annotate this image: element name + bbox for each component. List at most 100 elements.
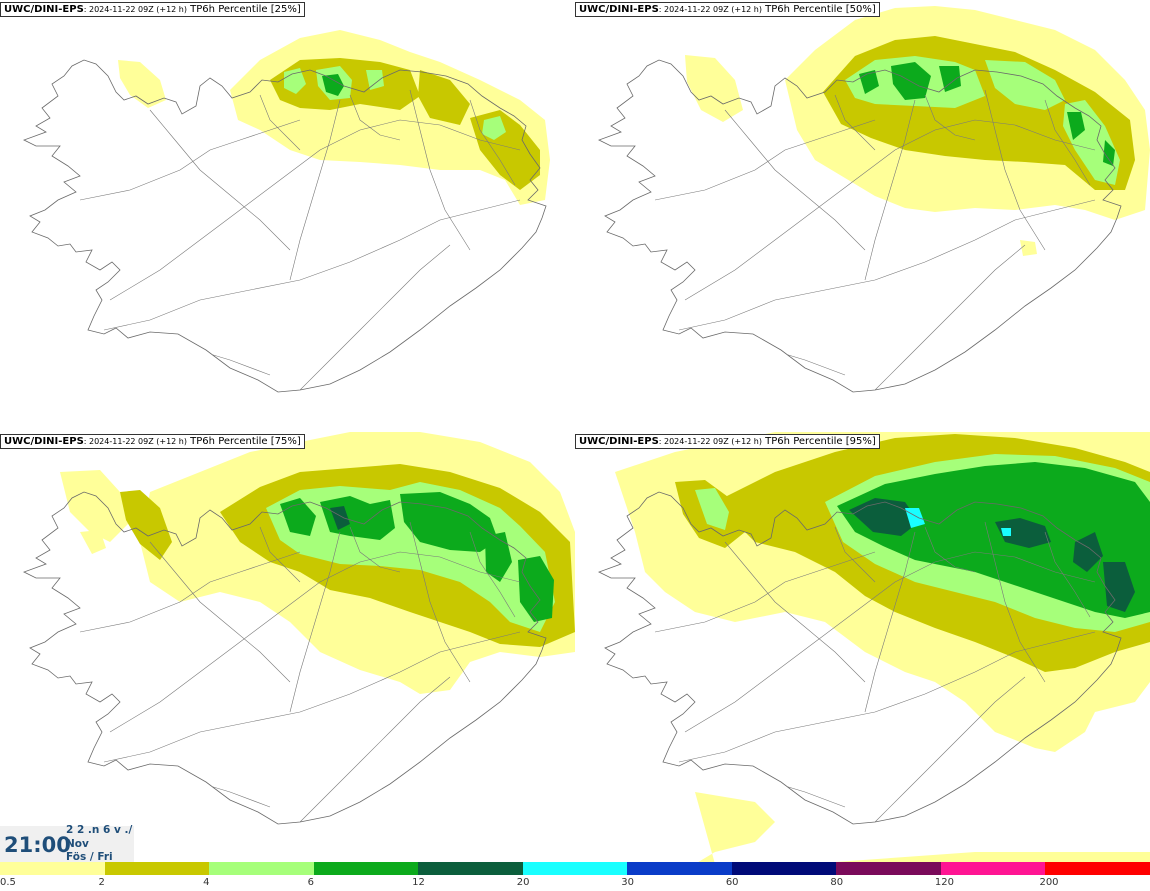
road-line — [299, 676, 451, 823]
road-line — [349, 94, 401, 141]
road-line — [694, 339, 846, 376]
legend-swatch — [1045, 862, 1150, 875]
map-panel-p25: UWC/DINI-EPS: 2024-11-22 09Z (+12 h) TP6… — [0, 0, 575, 432]
precip-region — [685, 55, 743, 122]
precip-region — [482, 116, 506, 140]
coastline — [597, 59, 1122, 393]
precip-region — [891, 62, 931, 100]
map-panel-p95: UWC/DINI-EPS: 2024-11-22 09Z (+12 h) TP6… — [575, 432, 1150, 864]
field-name: TP6h Percentile [50%] — [765, 4, 876, 15]
precip-region — [1073, 532, 1103, 572]
road-line — [678, 199, 1096, 331]
road-line — [289, 531, 341, 713]
legend-swatch — [313, 862, 419, 875]
road-line — [834, 526, 876, 583]
precip-region — [366, 70, 384, 90]
road-line — [109, 551, 521, 733]
run-info: : 2024-11-22 09Z (+12 h) — [83, 5, 187, 14]
legend-tick-label: 80 — [830, 877, 844, 888]
road-line — [684, 551, 1096, 733]
road-line — [864, 531, 916, 713]
precip-region — [418, 70, 470, 125]
precip-region — [518, 556, 554, 622]
precip-region — [1103, 562, 1135, 612]
precip-region — [322, 74, 344, 96]
legend-swatch — [940, 862, 1046, 875]
road-line — [469, 99, 516, 186]
field-name: TP6h Percentile [95%] — [765, 436, 876, 447]
road-line — [924, 526, 976, 573]
road-line — [684, 119, 1096, 301]
map-panel-p75: UWC/DINI-EPS: 2024-11-22 09Z (+12 h) TP6… — [0, 432, 575, 864]
road-line — [409, 521, 471, 683]
road-line — [469, 531, 516, 618]
precip-region — [80, 530, 106, 554]
legend-tick-label: 120 — [934, 877, 954, 888]
precip-region — [1103, 140, 1115, 166]
road-line — [289, 99, 341, 281]
road-line — [259, 94, 301, 151]
precip-region — [60, 470, 130, 542]
legend-tick-label: 60 — [725, 877, 739, 888]
precip-region — [985, 60, 1065, 110]
field-name: TP6h Percentile [75%] — [190, 436, 301, 447]
road-line — [119, 339, 271, 376]
precip-map — [597, 6, 1150, 393]
legend-tick-label: 0.5 — [0, 877, 16, 888]
model-name: UWC/DINI-EPS — [4, 4, 84, 15]
panel-title: UWC/DINI-EPS: 2024-11-22 09Z (+12 h) TP6… — [0, 2, 305, 17]
precip-region — [939, 66, 961, 92]
precip-region — [1020, 240, 1037, 256]
road-line — [149, 109, 291, 251]
road-line — [1044, 99, 1091, 186]
road-line — [874, 676, 1026, 823]
legend-swatch — [0, 862, 106, 875]
map-panel-p50: UWC/DINI-EPS: 2024-11-22 09Z (+12 h) TP6… — [575, 0, 1150, 432]
road-line — [79, 551, 301, 633]
precip-map — [22, 432, 575, 825]
precip-region — [837, 462, 1150, 618]
precip-region — [1001, 528, 1011, 536]
legend-swatch — [731, 862, 837, 875]
precip-region — [695, 488, 729, 530]
precip-map — [22, 30, 550, 393]
road-line — [834, 94, 876, 151]
road-line — [724, 109, 866, 251]
precip-region — [118, 60, 166, 108]
road-line — [79, 119, 301, 201]
panel-title: UWC/DINI-EPS: 2024-11-22 09Z (+12 h) TP6… — [0, 434, 305, 449]
model-name: UWC/DINI-EPS — [4, 436, 84, 447]
valid-time: 21:00 — [4, 833, 71, 857]
legend-swatch — [836, 862, 942, 875]
legend-tick-label: 20 — [516, 877, 530, 888]
valid-date-day: 2 2 .n 6 v ./ — [66, 824, 133, 836]
precip-region — [330, 506, 350, 530]
road-line — [103, 199, 521, 331]
coastline — [22, 491, 547, 825]
precip-region — [284, 68, 306, 94]
legend-swatch — [522, 862, 628, 875]
legend-tick-label: 6 — [307, 877, 314, 888]
panel-title: UWC/DINI-EPS: 2024-11-22 09Z (+12 h) TP6… — [575, 434, 880, 449]
road-line — [924, 94, 976, 141]
field-name: TP6h Percentile [25%] — [190, 4, 301, 15]
precip-map — [597, 432, 1150, 864]
legend-swatch — [104, 862, 210, 875]
legend-tick-label: 2 — [98, 877, 105, 888]
precip-region — [695, 792, 1150, 864]
road-line — [103, 631, 521, 763]
valid-date-month: Nov — [66, 838, 89, 850]
model-name: UWC/DINI-EPS — [579, 4, 659, 15]
panel-title: UWC/DINI-EPS: 2024-11-22 09Z (+12 h) TP6… — [575, 2, 880, 17]
road-line — [1044, 531, 1091, 618]
model-name: UWC/DINI-EPS — [579, 436, 659, 447]
precip-color-legend: 0.5 2 4 6 12 20 30 60 80 120 200 — [0, 862, 1150, 891]
precip-region — [400, 492, 498, 552]
legend-tick-label: 30 — [621, 877, 634, 888]
precip-region — [485, 532, 512, 582]
precip-region — [995, 518, 1051, 548]
legend-swatch — [209, 862, 315, 875]
road-line — [149, 541, 291, 683]
coastline — [597, 491, 1122, 825]
legend-swatch — [418, 862, 524, 875]
